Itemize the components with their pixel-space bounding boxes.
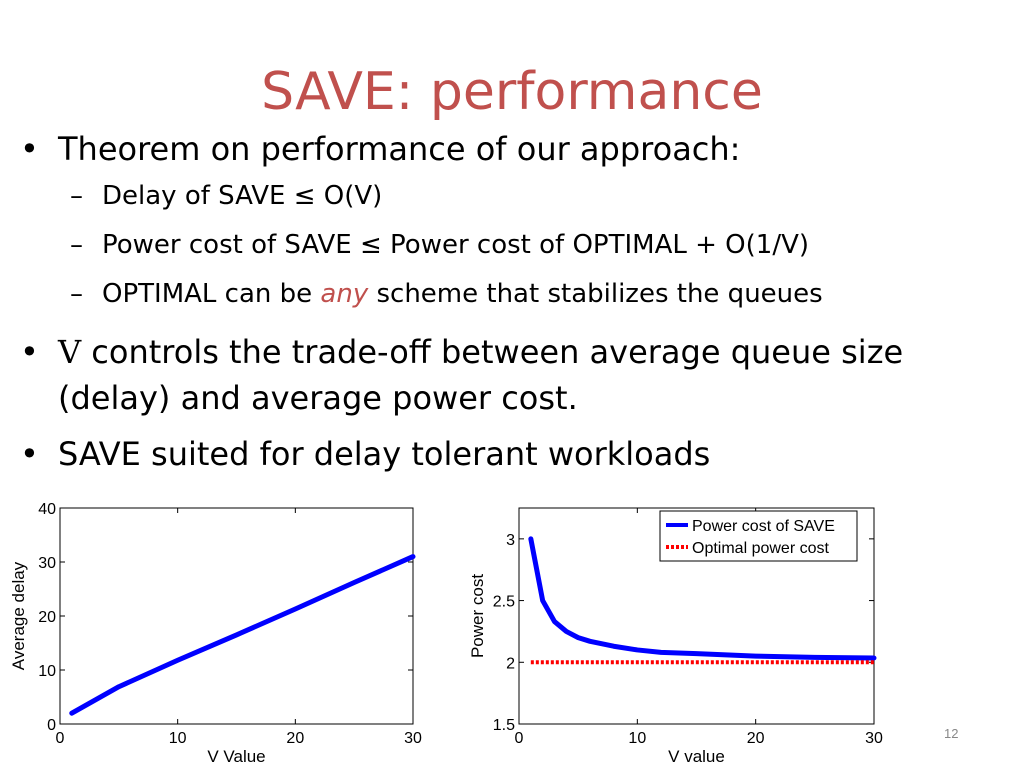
emphasis-any: any <box>320 279 369 309</box>
x-tick-label: 0 <box>515 730 524 747</box>
bullet-text: controls the trade-off between average q… <box>58 333 904 417</box>
y-axis-label: Power cost <box>468 574 487 658</box>
x-tick-label: 10 <box>169 730 187 747</box>
slide-title: SAVE: performance <box>261 62 763 122</box>
sub-bullet-item: – Power cost of SAVE ≤ Power cost of OPT… <box>20 221 980 270</box>
y-tick-label: 30 <box>38 555 56 572</box>
sub-bullet-marker: – <box>70 230 83 260</box>
series-line-power-cost-of-save <box>528 536 877 661</box>
y-axis-label: Average delay <box>9 561 28 670</box>
y-tick-label: 1.5 <box>493 717 515 734</box>
y-tick-label: 3 <box>506 532 515 549</box>
sub-bullet-item: – OPTIMAL can be any scheme that stabili… <box>20 270 980 319</box>
bullet-item: • Theorem on performance of our approach… <box>20 126 980 172</box>
sub-bullet-text: Delay of SAVE ≤ O(V) <box>102 181 383 211</box>
bullet-marker: • <box>20 333 39 371</box>
x-tick-label: 20 <box>286 730 304 747</box>
bullet-item: • SAVE suited for delay tolerant workloa… <box>20 431 980 477</box>
sub-bullet-marker: – <box>70 279 83 309</box>
x-tick-label: 20 <box>747 730 765 747</box>
x-tick-label: 10 <box>628 730 646 747</box>
y-tick-label: 10 <box>38 663 56 680</box>
y-tick-label: 2.5 <box>493 594 515 611</box>
x-axis-label: V Value <box>207 747 265 766</box>
y-tick-label: 2 <box>506 655 515 672</box>
sub-bullet-marker: – <box>70 181 83 211</box>
chart-legend: Power cost of SAVE Optimal power cost <box>659 510 858 562</box>
sub-bullet-text-pre: OPTIMAL can be <box>102 279 321 309</box>
y-tick-label: 40 <box>38 501 56 518</box>
x-axis-label: V value <box>668 747 725 766</box>
series-line <box>69 554 416 716</box>
bullet-text: SAVE suited for delay tolerant workloads <box>58 435 711 473</box>
bullet-list: • Theorem on performance of our approach… <box>20 126 980 477</box>
v-symbol: V <box>58 333 82 371</box>
x-tick-label: 30 <box>404 730 422 747</box>
bullet-text: Theorem on performance of our approach: <box>58 130 741 168</box>
y-tick-label: 0 <box>47 717 56 734</box>
legend-label: Optimal power cost <box>692 540 829 557</box>
x-tick-label: 30 <box>865 730 883 747</box>
slide-number: 12 <box>944 726 959 741</box>
sub-bullet-text-post: scheme that stabilizes the queues <box>368 279 823 309</box>
sub-bullet-text: Power cost of SAVE ≤ Power cost of OPTIM… <box>102 230 810 260</box>
y-tick-label: 20 <box>38 609 56 626</box>
bullet-item: • V controls the trade-off between avera… <box>20 329 980 421</box>
legend-box <box>659 510 858 562</box>
legend-label: Power cost of SAVE <box>692 518 835 535</box>
bullet-marker: • <box>20 130 39 168</box>
x-tick-label: 0 <box>56 730 65 747</box>
power-cost-chart: 0 10 20 30 1.5 2 2.5 3 V value Power cost Power co… <box>468 507 883 766</box>
bullet-marker: • <box>20 435 39 473</box>
delay-chart: 0 10 20 30 0 10 20 30 40 V Value Average delay <box>9 501 422 766</box>
sub-bullet-item: – Delay of SAVE ≤ O(V) <box>20 172 980 221</box>
